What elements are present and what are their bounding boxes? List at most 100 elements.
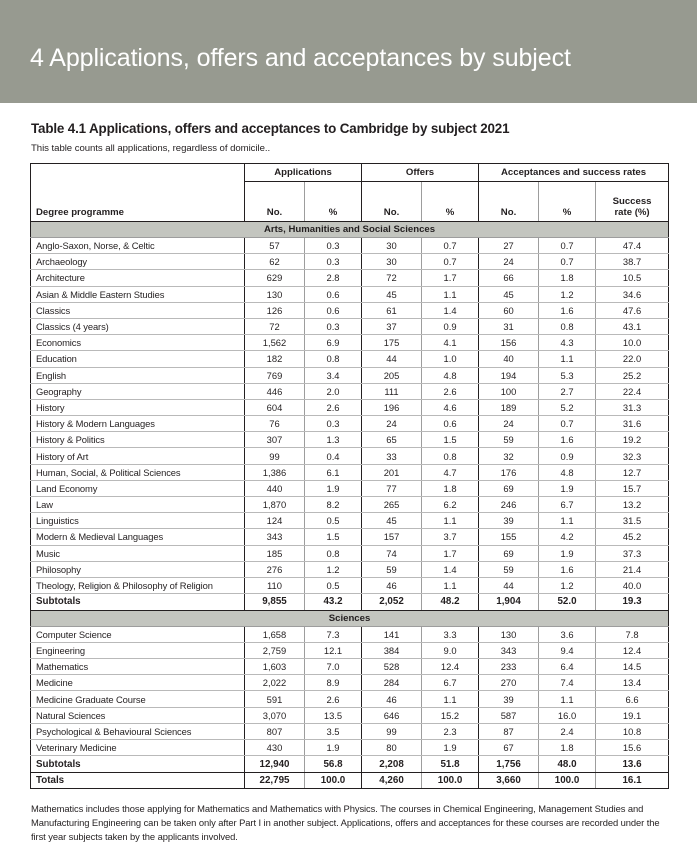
cell-acc-no: 27 [478, 237, 539, 255]
cell-off-pct: 51.8 [421, 755, 479, 773]
table-row: Education 182 0.8 44 1.0 40 1.1 22.0 [30, 350, 670, 368]
cell-app-no: 182 [244, 350, 305, 368]
table-subtitle: This table counts all applications, rega… [31, 143, 271, 154]
table-row: History & Modern Languages 76 0.3 24 0.6 24 0.… [30, 415, 670, 433]
cell-acc-pct: 1.1 [538, 350, 596, 368]
cell-acc-pct: 1.8 [538, 739, 596, 757]
cell-acc-pct: 100.0 [538, 772, 596, 790]
header-applications-no: No. [244, 181, 305, 222]
cell-off-no: 111 [361, 383, 422, 400]
cell-off-no: 528 [361, 658, 422, 676]
cell-off-no: 30 [361, 253, 422, 271]
cell-acc-no: 60 [478, 302, 539, 319]
cell-acc-pct: 1.9 [538, 545, 596, 562]
totals-row: Totals 22,795 100.0 4,260 100.0 3,660 100.0 16.… [30, 772, 670, 790]
cell-off-pct: 1.5 [421, 431, 479, 449]
cell-success: 34.6 [595, 286, 670, 303]
table-row: History & Politics 307 1.3 65 1.5 59 1.6 19.2 [30, 431, 670, 449]
cell-acc-no: 69 [478, 480, 539, 498]
cell-acc-pct: 5.2 [538, 399, 596, 417]
cell-app-pct: 0.6 [303, 286, 362, 303]
cell-degree-programme: Mathematics [30, 658, 245, 676]
cell-success: 10.0 [595, 334, 670, 352]
cell-success: 25.2 [595, 367, 670, 384]
cell-app-no: 307 [244, 431, 305, 449]
cell-success: 37.3 [595, 545, 670, 562]
cell-app-pct: 0.5 [303, 512, 362, 530]
cell-off-pct: 0.7 [421, 237, 479, 255]
header-offers-pct: % [421, 181, 479, 222]
subtotal-row: Subtotals 12,940 56.8 2,208 51.8 1,756 48.0 13.… [30, 755, 670, 773]
cell-degree-programme: Classics [30, 302, 245, 319]
table-row: History 604 2.6 196 4.6 189 5.2 31.3 [30, 399, 670, 417]
cell-off-pct: 1.1 [421, 512, 479, 530]
cell-acc-no: 69 [478, 545, 539, 562]
cell-app-no: 343 [244, 528, 305, 546]
cell-acc-no: 32 [478, 447, 539, 465]
cell-acc-pct: 9.4 [538, 642, 596, 660]
table-row: Medicine Graduate Course 591 2.6 46 1.1 39 1.1… [30, 690, 670, 708]
cell-off-no: 2,052 [361, 593, 422, 611]
cell-app-pct: 0.8 [303, 350, 362, 368]
cell-app-pct: 100.0 [303, 772, 362, 790]
cell-acc-pct: 1.8 [538, 269, 596, 287]
cell-acc-no: 1,756 [478, 755, 539, 773]
cell-off-pct: 1.1 [421, 577, 479, 595]
cell-success: 10.5 [595, 269, 670, 287]
cell-off-no: 2,208 [361, 755, 422, 773]
cell-acc-pct: 2.4 [538, 723, 596, 741]
header-degree-programme: Degree programme [30, 181, 245, 222]
cell-degree-programme: Theology, Religion & Philosophy of Relig… [30, 577, 245, 595]
cell-degree-programme: English [30, 367, 245, 384]
cell-success: 21.4 [595, 561, 670, 578]
cell-off-no: 46 [361, 690, 422, 708]
cell-app-no: 1,603 [244, 658, 305, 676]
cell-app-no: 22,795 [244, 772, 305, 790]
cell-acc-no: 3,660 [478, 772, 539, 790]
cell-acc-no: 587 [478, 707, 539, 724]
statistics-table: Applications Offers Acceptances and succ… [29, 163, 670, 790]
cell-success: 16.1 [595, 772, 670, 790]
cell-acc-no: 67 [478, 739, 539, 757]
cell-success: 6.6 [595, 690, 670, 708]
table-row: Theology, Religion & Philosophy of Relig… [30, 577, 670, 595]
cell-off-pct: 100.0 [421, 772, 479, 790]
cell-app-no: 769 [244, 367, 305, 384]
cell-acc-no: 1,904 [478, 593, 539, 611]
cell-app-pct: 0.3 [303, 237, 362, 255]
cell-acc-no: 343 [478, 642, 539, 660]
cell-app-no: 591 [244, 690, 305, 708]
header-offers-no: No. [361, 181, 422, 222]
cell-app-no: 72 [244, 318, 305, 336]
cell-acc-pct: 6.7 [538, 496, 596, 514]
cell-success: 22.0 [595, 350, 670, 368]
cell-app-no: 124 [244, 512, 305, 530]
cell-success: 47.6 [595, 302, 670, 319]
cell-off-pct: 9.0 [421, 642, 479, 660]
cell-off-no: 37 [361, 318, 422, 336]
cell-acc-no: 40 [478, 350, 539, 368]
cell-app-pct: 0.6 [303, 302, 362, 319]
cell-acc-pct: 52.0 [538, 593, 596, 611]
cell-success: 45.2 [595, 528, 670, 546]
cell-app-pct: 3.5 [303, 723, 362, 741]
cell-off-no: 45 [361, 286, 422, 303]
cell-success: 12.7 [595, 464, 670, 481]
cell-success: 12.4 [595, 642, 670, 660]
cell-acc-pct: 1.1 [538, 690, 596, 708]
cell-app-no: 99 [244, 447, 305, 465]
header-group-blank [30, 163, 245, 182]
cell-app-pct: 2.8 [303, 269, 362, 287]
cell-app-pct: 2.6 [303, 690, 362, 708]
cell-acc-no: 66 [478, 269, 539, 287]
cell-acc-pct: 4.2 [538, 528, 596, 546]
cell-acc-no: 233 [478, 658, 539, 676]
cell-off-pct: 3.3 [421, 626, 479, 643]
section-band: Arts, Humanities and Social Sciences [29, 221, 670, 238]
cell-degree-programme: Psychological & Behavioural Sciences [30, 723, 245, 741]
cell-off-no: 61 [361, 302, 422, 319]
cell-success: 13.2 [595, 496, 670, 514]
cell-app-no: 446 [244, 383, 305, 400]
header-sub-row: Degree programme No. % No. % No. % Succe… [30, 181, 670, 222]
